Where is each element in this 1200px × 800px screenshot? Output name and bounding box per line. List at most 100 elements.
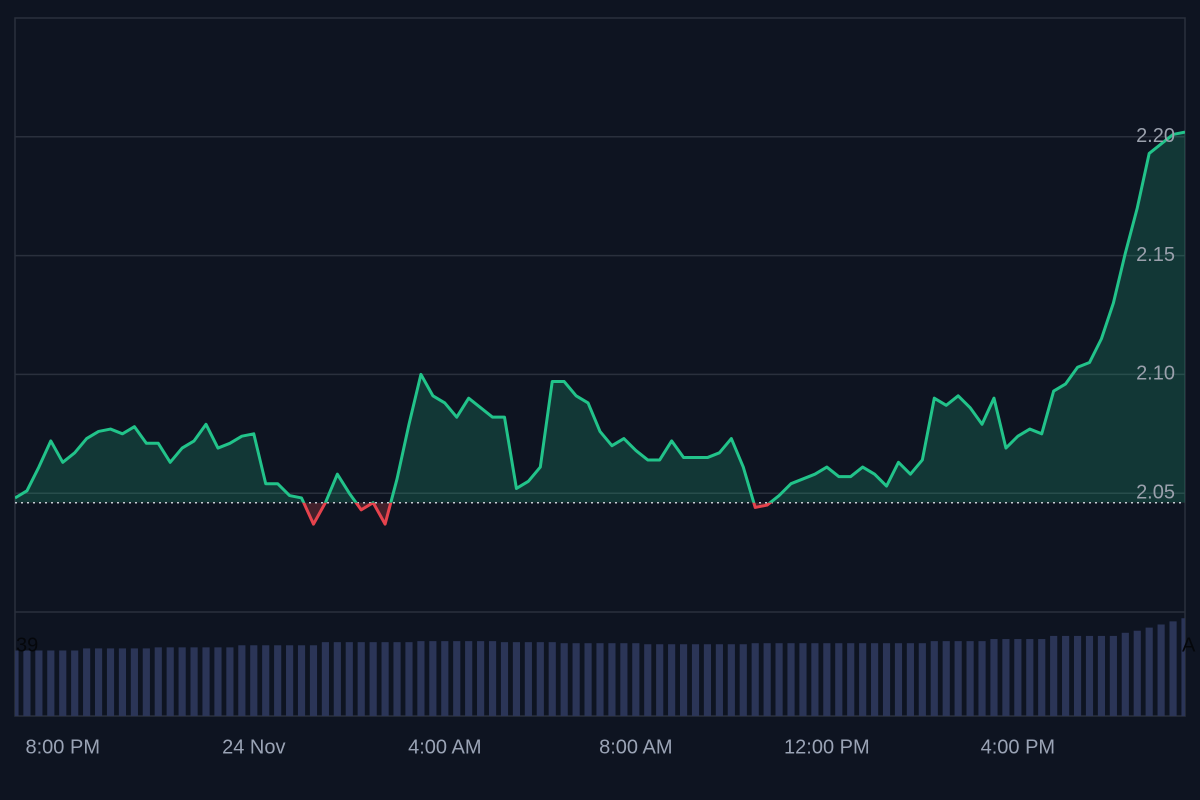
volume-bar: [978, 641, 986, 716]
volume-bar: [417, 641, 425, 716]
volume-bar: [429, 641, 437, 716]
volume-bar: [715, 644, 723, 716]
volume-bar: [871, 643, 879, 716]
volume-bar: [345, 642, 353, 716]
volume-bar: [906, 643, 914, 716]
volume-bar: [309, 645, 318, 716]
volume-bar: [441, 641, 449, 716]
volume-bar: [1133, 630, 1141, 716]
volume-bar: [297, 645, 306, 716]
volume-bar: [536, 642, 544, 716]
volume-bar: [584, 643, 592, 716]
y-tick-label: 2.10: [1136, 363, 1175, 385]
volume-bar: [739, 644, 747, 716]
x-tick-label: 4:00 PM: [981, 736, 1055, 758]
volume-bar: [524, 642, 532, 716]
volume-bar: [405, 642, 413, 716]
volume-bar: [1002, 639, 1010, 716]
x-tick-label: 24 Nov: [222, 736, 285, 758]
volume-bar: [369, 642, 377, 716]
volume-bar: [477, 641, 485, 716]
volume-bar: [596, 643, 604, 716]
volume-bar: [548, 642, 556, 716]
volume-bar: [130, 648, 138, 716]
volume-bar: [1157, 624, 1165, 716]
volume-bar: [262, 645, 270, 716]
volume-bar: [572, 643, 580, 716]
volume-bar: [166, 647, 174, 716]
volume-bar: [118, 648, 127, 716]
volume-bar: [1038, 639, 1046, 716]
volume-bar: [644, 644, 652, 716]
volume-bar: [465, 641, 473, 716]
volume-bar: [35, 650, 43, 716]
volume-bar: [512, 642, 521, 716]
volume-bar: [1014, 639, 1022, 716]
volume-bar: [83, 648, 91, 716]
volume-bar: [1169, 621, 1177, 716]
volume-bar: [990, 639, 998, 716]
volume-bar: [1062, 635, 1070, 716]
volume-bar: [799, 643, 807, 716]
x-tick-label: 4:00 AM: [408, 736, 481, 758]
volume-bar: [1085, 635, 1094, 716]
volume-bar: [381, 642, 389, 716]
volume-bar: [823, 643, 831, 716]
volume-bar: [154, 647, 162, 716]
volume-bar: [1181, 618, 1185, 716]
volume-bar: [847, 643, 855, 716]
volume-bar: [59, 650, 67, 716]
volume-bar: [71, 650, 79, 716]
volume-bar: [357, 642, 365, 716]
volume-label: A: [1182, 634, 1196, 656]
volume-bar: [178, 647, 186, 716]
x-tick-label: 8:00 PM: [26, 736, 100, 758]
volume-bar: [23, 650, 31, 716]
volume-bar: [226, 647, 234, 716]
volume-bar: [560, 643, 568, 716]
volume-bar: [214, 647, 222, 716]
volume-bar: [94, 648, 103, 716]
volume-bar: [751, 643, 759, 716]
volume-bar: [811, 643, 819, 716]
volume-bar: [954, 641, 962, 716]
volume-bar: [608, 643, 616, 716]
price-line: [15, 130, 1185, 503]
volume-bar: [488, 641, 497, 716]
y-tick-label: 2.15: [1136, 244, 1175, 266]
volume-bar: [835, 643, 843, 716]
volume-bar: [274, 645, 282, 716]
volume-bar: [966, 641, 974, 716]
volume-bar: [393, 642, 401, 716]
volume-bar: [453, 641, 461, 716]
y-tick-label: 2.20: [1136, 125, 1175, 147]
x-tick-label: 12:00 PM: [784, 736, 870, 758]
x-tick-label: 8:00 AM: [599, 736, 672, 758]
volume-bar: [1073, 635, 1082, 716]
volume-bar: [238, 645, 246, 716]
volume-bar: [691, 644, 700, 716]
volume-bar: [632, 643, 640, 716]
volume-bar: [1121, 632, 1129, 716]
volume-bar: [1097, 635, 1106, 716]
volume-bar: [703, 644, 712, 716]
volume-bar: [1050, 635, 1058, 716]
volume-bar: [656, 644, 664, 716]
volume-bar: [1109, 635, 1117, 716]
volume-bar: [333, 642, 341, 716]
volume-bar: [942, 641, 950, 716]
y-tick-label: 2.05: [1136, 481, 1175, 503]
area-above: [15, 132, 1185, 503]
volume-bar: [787, 643, 795, 716]
volume-bar: [859, 643, 867, 716]
volume-bar: [106, 648, 115, 716]
volume-bar: [918, 643, 926, 716]
volume-bar: [930, 641, 938, 716]
volume-bar: [15, 650, 19, 716]
volume-bar: [1145, 627, 1153, 716]
volume-bar: [190, 647, 198, 716]
volume-bar: [1026, 639, 1034, 716]
volume-bar: [142, 648, 150, 716]
volume-bar: [727, 644, 735, 716]
volume-bar: [894, 643, 903, 716]
